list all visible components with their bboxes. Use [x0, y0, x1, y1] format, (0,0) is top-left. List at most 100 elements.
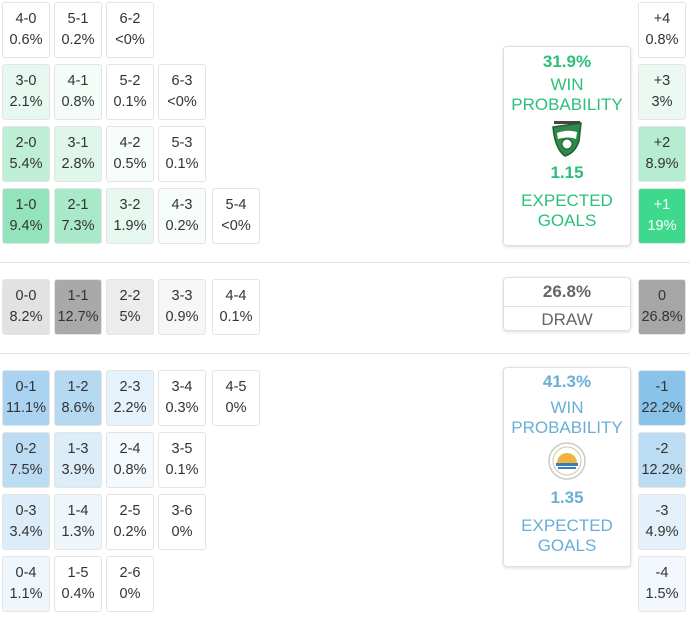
cell-score: 0-2: [15, 441, 37, 457]
cell-score: 3-3: [171, 288, 193, 304]
cell-score: 3-1: [67, 135, 89, 151]
cell-probability: 0.2%: [113, 524, 147, 540]
cell-score: 1-1: [67, 288, 89, 304]
cell-score: 2-1: [67, 197, 89, 213]
away-score-cell: 1-3 3.9%: [54, 432, 102, 488]
cell-probability: <0%: [115, 32, 145, 48]
cell-score: 2-6: [119, 565, 141, 581]
away-win-label: WIN PROBABILITY: [511, 398, 623, 437]
cell-probability: 8.6%: [61, 400, 95, 416]
draw-card: 26.8% DRAW: [503, 277, 631, 331]
cell-probability: 0.8%: [61, 94, 95, 110]
cell-probability: 8.9%: [645, 156, 679, 172]
home-score-cell: 6-2 <0%: [106, 2, 154, 58]
home-score-cell: 5-4 <0%: [212, 188, 260, 244]
cell-probability: 2.8%: [61, 156, 95, 172]
cell-score: -4: [655, 565, 669, 581]
cell-score: 0-4: [15, 565, 37, 581]
cell-score: 1-2: [67, 379, 89, 395]
cell-score: 3-2: [119, 197, 141, 213]
cell-probability: 5.4%: [9, 156, 43, 172]
cell-score: 4-2: [119, 135, 141, 151]
cell-score: 4-1: [67, 73, 89, 89]
cell-score: 5-1: [67, 11, 89, 27]
draw-percentage: 26.8%: [542, 282, 592, 301]
cell-score: 3-6: [171, 503, 193, 519]
draw-score-cell: 4-4 0.1%: [212, 279, 260, 335]
cell-probability: 1.5%: [645, 586, 679, 602]
cell-probability: 9.4%: [9, 218, 43, 234]
cell-probability: 0.5%: [113, 156, 147, 172]
cell-score: 1-4: [67, 503, 89, 519]
cell-probability: 1.1%: [9, 586, 43, 602]
cell-probability: 12.7%: [57, 309, 99, 325]
away-score-cell: 2-3 2.2%: [106, 370, 154, 426]
cell-probability: 0.2%: [61, 32, 95, 48]
draw-score-cell: 0-0 8.2%: [2, 279, 50, 335]
cell-score: 2-2: [119, 288, 141, 304]
away-score-cell: 2-5 0.2%: [106, 494, 154, 550]
away-team-crest-icon: [548, 442, 586, 480]
cell-probability: 11.1%: [5, 400, 47, 416]
cell-probability: 1.9%: [113, 218, 147, 234]
draw-away-divider: [0, 353, 690, 354]
home-expected-goals-label: EXPECTED GOALS: [521, 191, 613, 230]
away-margin-cell: -3 4.9%: [638, 494, 686, 550]
cell-score: +3: [653, 73, 671, 89]
cell-score: 2-4: [119, 441, 141, 457]
home-margin-cell: +1 19%: [638, 188, 686, 244]
away-score-cell: 0-4 1.1%: [2, 556, 50, 612]
cell-score: 6-2: [119, 11, 141, 27]
home-score-cell: 2-0 5.4%: [2, 126, 50, 182]
draw-score-cell: 3-3 0.9%: [158, 279, 206, 335]
cell-probability: 0%: [225, 400, 247, 416]
cell-probability: <0%: [221, 218, 251, 234]
draw-label: DRAW: [541, 310, 593, 329]
cell-probability: 2.2%: [113, 400, 147, 416]
cell-probability: 5%: [119, 309, 141, 325]
cell-score: 1-5: [67, 565, 89, 581]
cell-probability: <0%: [167, 94, 197, 110]
cell-probability: 19%: [647, 218, 677, 234]
draw-score-cell: 1-1 12.7%: [54, 279, 102, 335]
cell-probability: 0.1%: [165, 462, 199, 478]
cell-probability: 0.8%: [645, 32, 679, 48]
away-win-percentage: 41.3%: [542, 372, 592, 391]
away-score-cell: 2-4 0.8%: [106, 432, 154, 488]
away-margin-cell: -4 1.5%: [638, 556, 686, 612]
cell-probability: 0.4%: [61, 586, 95, 602]
cell-probability: 2.1%: [9, 94, 43, 110]
cell-score: 6-3: [171, 73, 193, 89]
away-score-cell: 1-4 1.3%: [54, 494, 102, 550]
home-win-card: 31.9% WIN PROBABILITY 1.15 EXPECTED GOAL…: [503, 46, 631, 246]
away-margin-cell: -2 12.2%: [638, 432, 686, 488]
cell-score: 2-0: [15, 135, 37, 151]
cell-score: 4-3: [171, 197, 193, 213]
cell-probability: 8.2%: [9, 309, 43, 325]
cell-score: 0: [657, 288, 667, 304]
cell-probability: 0.1%: [165, 156, 199, 172]
cell-probability: 0.1%: [113, 94, 147, 110]
cell-probability: 12.2%: [641, 462, 683, 478]
cell-score: 3-5: [171, 441, 193, 457]
away-score-cell: 0-2 7.5%: [2, 432, 50, 488]
cell-probability: 7.5%: [9, 462, 43, 478]
cell-score: +4: [653, 11, 671, 27]
home-score-cell: 3-1 2.8%: [54, 126, 102, 182]
away-expected-goals: 1.35: [550, 488, 584, 507]
cell-score: -3: [655, 503, 669, 519]
cell-score: 3-0: [15, 73, 37, 89]
cell-score: -1: [655, 379, 669, 395]
away-score-cell: 3-4 0.3%: [158, 370, 206, 426]
home-score-cell: 6-3 <0%: [158, 64, 206, 120]
home-win-label: WIN PROBABILITY: [511, 75, 623, 114]
home-margin-cell: +4 0.8%: [638, 2, 686, 58]
cell-score: 5-3: [171, 135, 193, 151]
away-expected-goals-label: EXPECTED GOALS: [521, 516, 613, 555]
cell-score: 4-0: [15, 11, 37, 27]
away-score-cell: 1-2 8.6%: [54, 370, 102, 426]
home-team-crest-icon: [552, 121, 582, 157]
cell-score: 4-5: [225, 379, 247, 395]
home-score-cell: 5-1 0.2%: [54, 2, 102, 58]
away-score-cell: 0-3 3.4%: [2, 494, 50, 550]
